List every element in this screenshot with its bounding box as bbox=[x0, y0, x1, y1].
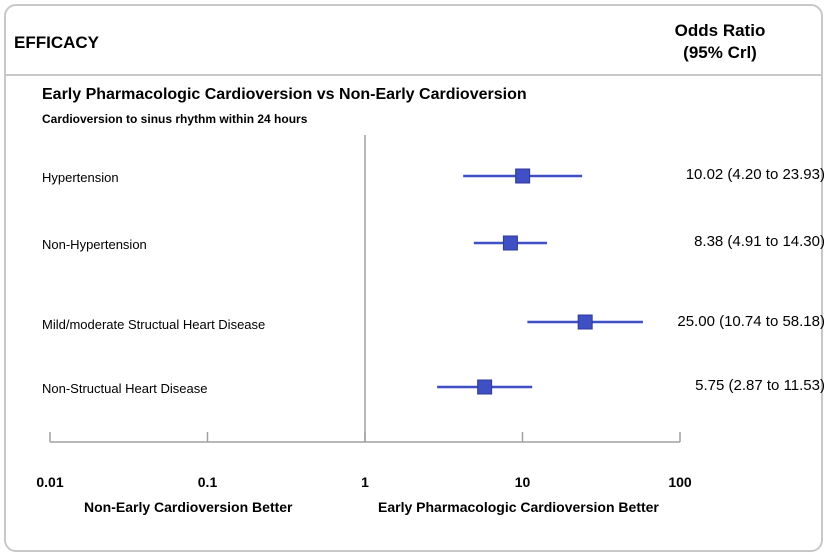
comparison-title: Early Pharmacologic Cardioversion vs Non… bbox=[42, 86, 527, 103]
section-label: EFFICACY bbox=[14, 33, 99, 52]
x-tick-label-3: 10 bbox=[515, 474, 531, 490]
point-estimate-3 bbox=[477, 379, 493, 395]
effect-title-line1: Odds Ratio bbox=[674, 21, 766, 40]
row-value-structural-heart-disease: 25.00 (10.74 to 58.18) bbox=[677, 313, 825, 330]
row-label-non-hypertension: Non-Hypertension bbox=[42, 237, 147, 252]
row-value-non-structural-heart-disease: 5.75 (2.87 to 11.53) bbox=[695, 377, 825, 394]
row-value-non-hypertension: 8.38 (4.91 to 14.30) bbox=[694, 233, 825, 250]
comparison-subtitle: Cardioversion to sinus rhythm within 24 … bbox=[42, 112, 308, 126]
point-estimate-2 bbox=[577, 314, 593, 330]
point-estimate-0 bbox=[515, 168, 531, 184]
effect-column-title: Odds Ratio (95% Crl) bbox=[640, 20, 800, 64]
row-value-hypertension: 10.02 (4.20 to 23.93) bbox=[685, 166, 825, 183]
x-tick-label-0: 0.01 bbox=[36, 474, 63, 490]
header-separator bbox=[6, 74, 822, 76]
x-tick-label-4: 100 bbox=[668, 474, 692, 490]
favors-right-label: Early Pharmacologic Cardioversion Better bbox=[378, 499, 659, 515]
favors-left-label: Non-Early Cardioversion Better bbox=[84, 499, 293, 515]
row-label-structural-heart-disease: Mild/moderate Structual Heart Disease bbox=[42, 317, 266, 332]
effect-title-line2: (95% Crl) bbox=[683, 43, 757, 62]
figure-frame bbox=[4, 4, 823, 552]
x-tick-label-1: 0.1 bbox=[198, 474, 218, 490]
x-tick-label-2: 1 bbox=[361, 474, 369, 490]
row-label-non-structural-heart-disease: Non-Structual Heart Disease bbox=[42, 381, 208, 396]
point-estimate-1 bbox=[502, 235, 518, 251]
row-label-hypertension: Hypertension bbox=[42, 170, 119, 185]
